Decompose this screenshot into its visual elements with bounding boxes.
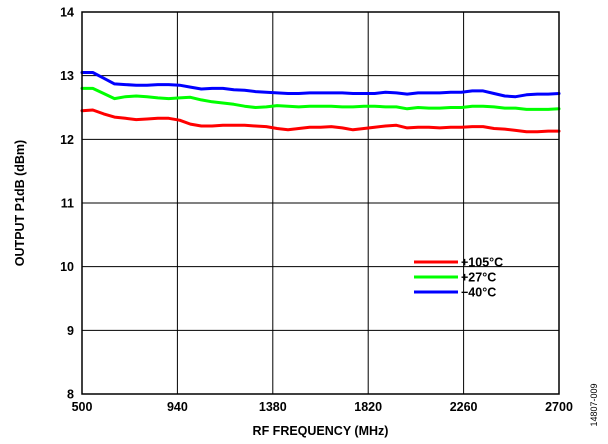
series-line-1 — [80, 86, 561, 111]
x-axis-title: RF FREQUENCY (MHz) — [253, 424, 389, 438]
plot-frame — [81, 11, 560, 395]
y-tick-label: 12 — [60, 133, 74, 147]
y-tick-label: 9 — [67, 324, 74, 338]
y-axis-title: OUTPUT P1dB (dBm) — [13, 140, 27, 266]
y-tick-label: 11 — [61, 197, 74, 211]
legend: +105°C+27°C−40°C — [414, 256, 503, 300]
y-tick-label: 13 — [60, 69, 74, 83]
x-tick-label: 940 — [167, 400, 188, 414]
series-line-0 — [80, 108, 561, 134]
series-line-2 — [80, 71, 561, 99]
y-tick-label: 14 — [60, 6, 74, 20]
y-tick-label: 10 — [60, 260, 74, 274]
y-tick-label: 8 — [67, 388, 74, 402]
x-tick-label: 2700 — [545, 400, 573, 414]
legend-label: −40°C — [461, 286, 496, 300]
x-tick-label: 2260 — [450, 400, 478, 414]
x-tick-labels: 500 940 1380 1820 2260 2700 — [72, 400, 573, 414]
series-layer — [80, 71, 561, 134]
legend-label: +105°C — [461, 256, 503, 270]
x-tick-label: 1820 — [354, 400, 382, 414]
x-tick-label: 500 — [72, 400, 93, 414]
x-tick-label: 1380 — [259, 400, 287, 414]
legend-label: +27°C — [461, 271, 496, 285]
y-tick-labels: 8 9 10 11 12 13 14 — [60, 6, 74, 402]
figure-id: 14807-009 — [589, 383, 599, 426]
